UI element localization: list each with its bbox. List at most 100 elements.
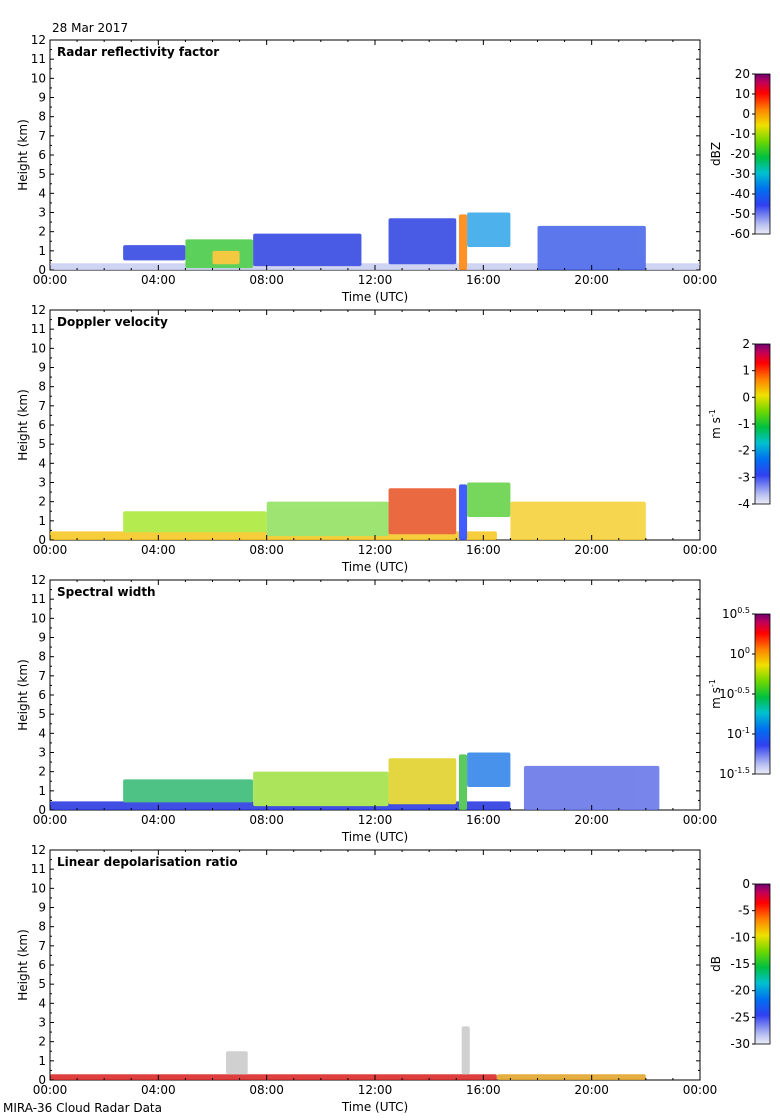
y-tick-label: 11 xyxy=(31,862,46,876)
tick-base: 10 xyxy=(722,607,737,621)
y-tick-label: 8 xyxy=(38,920,46,934)
y-tick-label: 12 xyxy=(31,303,46,317)
colorbar-unit-label: m s-1 xyxy=(708,679,723,709)
echo-region xyxy=(458,754,468,810)
y-tick-label: 2 xyxy=(38,225,46,239)
colorbar: 210-1-2-3-4m s-1 xyxy=(708,337,771,511)
x-tick-label: 00:00 xyxy=(683,813,718,827)
echo-region xyxy=(388,488,457,535)
y-axis-label: Height (km) xyxy=(16,659,30,730)
y-tick-label: 8 xyxy=(38,110,46,124)
y-tick-label: 4 xyxy=(38,456,46,470)
colorbar-gradient xyxy=(754,613,771,775)
colorbar-tick-label: -60 xyxy=(730,227,750,241)
echo-region xyxy=(467,212,511,247)
y-tick-label: 7 xyxy=(38,669,46,683)
colorbar-tick-label: -3 xyxy=(738,470,750,484)
echo-region xyxy=(510,501,646,540)
y-tick-label: 9 xyxy=(38,631,46,645)
y-tick-label: 2 xyxy=(38,765,46,779)
y-tick-label: 8 xyxy=(38,650,46,664)
x-tick-label: 16:00 xyxy=(466,273,501,287)
y-tick-label: 9 xyxy=(38,91,46,105)
echo-region xyxy=(388,758,457,805)
y-tick-label: 0 xyxy=(38,803,46,817)
y-tick-label: 0 xyxy=(38,533,46,547)
echo-region xyxy=(537,225,646,270)
x-tick-label: 12:00 xyxy=(358,543,393,557)
echo-region xyxy=(523,765,660,810)
echo-layer xyxy=(50,1026,646,1080)
colorbar-gradient xyxy=(754,883,771,1045)
x-tick-label: 08:00 xyxy=(249,813,284,827)
colorbar-tick-label: -15 xyxy=(730,957,750,971)
echo-layer xyxy=(50,482,646,540)
colorbar-tick-label: 100.5 xyxy=(722,606,750,621)
x-tick-label: 20:00 xyxy=(574,1083,609,1097)
date-label: 28 Mar 2017 xyxy=(52,21,128,35)
y-tick-label: 5 xyxy=(38,977,46,991)
y-tick-label: 4 xyxy=(38,996,46,1010)
y-tick-label: 7 xyxy=(38,129,46,143)
y-axis-label: Height (km) xyxy=(16,389,30,460)
colorbar-tick-label: 0 xyxy=(742,877,750,891)
y-tick-label: 7 xyxy=(38,399,46,413)
x-tick-label: 04:00 xyxy=(141,273,176,287)
echo-region xyxy=(253,233,362,267)
colorbar: 20 10 0 -10 -20 -30 -40 -50 -60 dBZ xyxy=(709,67,771,241)
y-tick-label: 1 xyxy=(38,1054,46,1068)
colorbar-tick-label: -20 xyxy=(730,147,750,161)
x-tick-label: 16:00 xyxy=(466,1083,501,1097)
echo-region xyxy=(226,1051,248,1075)
y-tick-label: 2 xyxy=(38,495,46,509)
colorbar-tick-label: -10 xyxy=(730,127,750,141)
colorbar-tick-label: 10-1 xyxy=(727,726,750,741)
echo-region xyxy=(467,482,511,517)
y-tick-label: 0 xyxy=(38,263,46,277)
tick-base: 10 xyxy=(719,767,734,781)
echo-region xyxy=(123,245,186,261)
y-tick-label: 4 xyxy=(38,726,46,740)
echo-region xyxy=(50,1074,497,1080)
y-tick-label: 5 xyxy=(38,707,46,721)
echo-layer xyxy=(50,752,660,810)
y-tick-label: 7 xyxy=(38,939,46,953)
y-tick-label: 6 xyxy=(38,418,46,432)
y-tick-label: 6 xyxy=(38,688,46,702)
colorbar-unit-label: dBZ xyxy=(709,142,723,166)
tick-exponent: 0.5 xyxy=(737,606,750,615)
x-tick-label: 00:00 xyxy=(33,813,68,827)
x-tick-label: 16:00 xyxy=(466,543,501,557)
colorbar-gradient xyxy=(754,343,771,505)
unit-text: dBZ xyxy=(709,142,723,166)
y-axis-label: Height (km) xyxy=(16,929,30,1000)
tick-exponent: -1 xyxy=(742,726,750,735)
x-tick-label: 12:00 xyxy=(358,273,393,287)
tick-base: 10 xyxy=(727,727,742,741)
x-tick-label: 00:00 xyxy=(683,1083,718,1097)
x-tick-label: 16:00 xyxy=(466,813,501,827)
y-tick-label: 10 xyxy=(31,341,46,355)
footer-label: MIRA-36 Cloud Radar Data xyxy=(3,1101,162,1115)
colorbar-tick-label: 1 xyxy=(742,364,750,378)
y-axis-label: Height (km) xyxy=(16,119,30,190)
colorbar-tick-label: -30 xyxy=(730,1037,750,1051)
colorbar-tick-label: -20 xyxy=(730,984,750,998)
unit-text: m s xyxy=(709,417,723,439)
tick-base: 10 xyxy=(730,647,745,661)
y-tick-label: 5 xyxy=(38,167,46,181)
y-tick-label: 11 xyxy=(31,52,46,66)
x-tick-label: 04:00 xyxy=(141,543,176,557)
unit-text: m s xyxy=(709,687,723,709)
x-tick-label: 00:00 xyxy=(683,543,718,557)
x-tick-label: 00:00 xyxy=(33,543,68,557)
y-tick-label: 9 xyxy=(38,901,46,915)
x-tick-label: 04:00 xyxy=(141,813,176,827)
plot-title: Doppler velocity xyxy=(57,315,168,329)
colorbar-tick-label: -4 xyxy=(738,497,750,511)
